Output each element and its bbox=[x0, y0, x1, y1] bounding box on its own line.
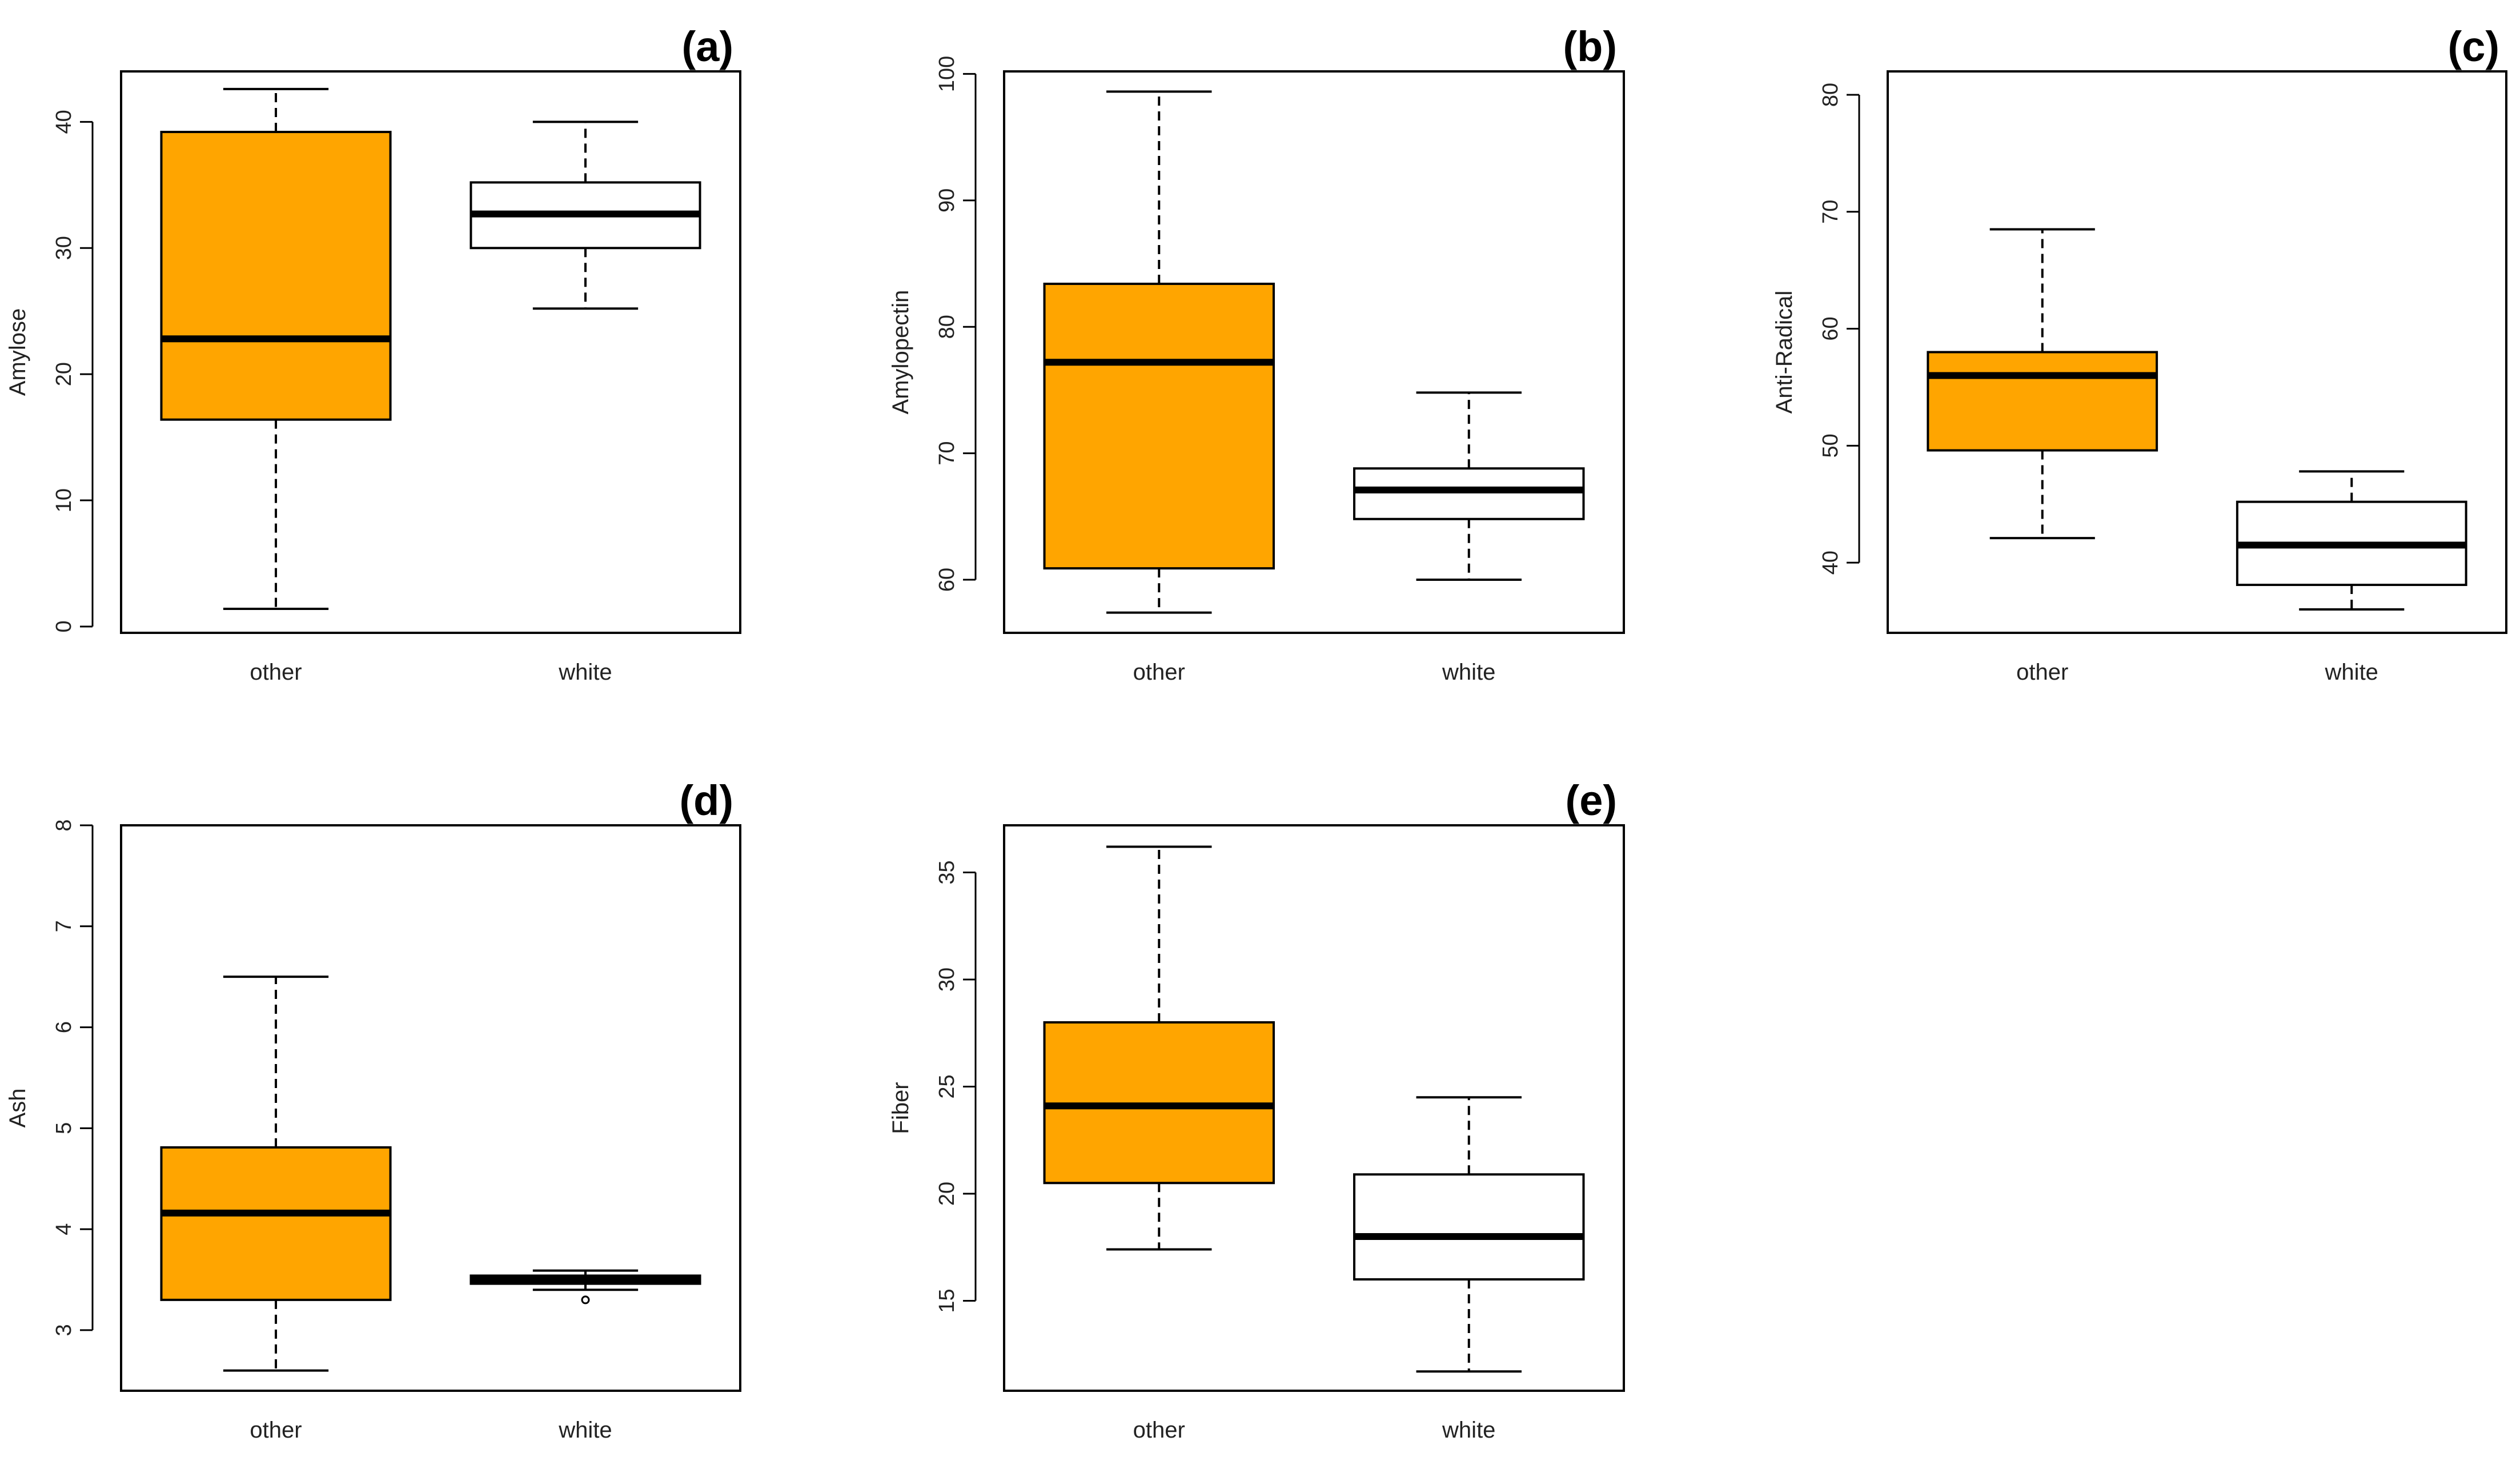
y-tick-label: 60 bbox=[935, 568, 959, 592]
iqr-box bbox=[1353, 1173, 1585, 1281]
y-tick-label: 90 bbox=[935, 188, 959, 212]
y-tick-label: 70 bbox=[935, 441, 959, 465]
plot-frame bbox=[120, 70, 741, 634]
category-label-other: other bbox=[2016, 660, 2068, 685]
y-tick-label: 30 bbox=[935, 968, 959, 992]
y-tick-label: 30 bbox=[52, 236, 76, 260]
box-white bbox=[470, 1269, 701, 1305]
category-label-other: other bbox=[1133, 1418, 1185, 1443]
panel-label: (e) bbox=[1566, 777, 1617, 824]
y-tick-label: 20 bbox=[52, 362, 76, 386]
y-tick-label: 40 bbox=[1819, 551, 1843, 575]
y-tick-label: 10 bbox=[52, 488, 76, 512]
plot-frame bbox=[1003, 70, 1625, 634]
panel-label: (d) bbox=[680, 777, 734, 824]
panel-3: (d) 3 4 5 6 7 8 Ash other white bbox=[5, 777, 741, 1443]
box-white bbox=[2236, 470, 2467, 611]
y-axis-title: Ash bbox=[5, 1089, 30, 1128]
y-tick-label: 5 bbox=[52, 1122, 76, 1134]
category-label-white: white bbox=[1442, 660, 1495, 685]
y-axis-title: Anti-Radical bbox=[1772, 291, 1797, 414]
panel-label: (c) bbox=[2448, 23, 2499, 70]
iqr-box bbox=[160, 131, 392, 421]
y-tick-label: 35 bbox=[935, 860, 959, 884]
category-label-white: white bbox=[558, 1418, 612, 1443]
y-tick-label: 4 bbox=[52, 1223, 76, 1235]
category-label-other: other bbox=[1133, 660, 1185, 685]
y-tick-label: 100 bbox=[935, 56, 959, 92]
panel-2: (c) 40 50 60 70 80 Anti-Radical other white bbox=[1772, 23, 2507, 685]
y-tick-label: 8 bbox=[52, 819, 76, 831]
category-label-white: white bbox=[1442, 1418, 1495, 1443]
outlier-point bbox=[581, 1295, 590, 1305]
box-white bbox=[470, 121, 701, 310]
y-tick-label: 15 bbox=[935, 1289, 959, 1312]
plot-frame bbox=[1887, 70, 2507, 634]
panel-label: (b) bbox=[1563, 23, 1618, 70]
category-label-white: white bbox=[2325, 660, 2378, 685]
y-tick-label: 50 bbox=[1819, 434, 1843, 457]
y-tick-label: 40 bbox=[52, 110, 76, 134]
y-axis-title: Amylopectin bbox=[888, 290, 913, 415]
category-label-other: other bbox=[250, 660, 302, 685]
panel-4: (e) 15 20 25 30 35 Fiber other white bbox=[888, 777, 1625, 1443]
plot-frame bbox=[120, 824, 741, 1392]
y-tick-label: 80 bbox=[1819, 83, 1843, 107]
iqr-box bbox=[1927, 351, 2158, 452]
box-other bbox=[1043, 90, 1275, 614]
y-tick-label: 70 bbox=[1819, 200, 1843, 224]
panel-label: (a) bbox=[682, 23, 733, 70]
y-tick-label: 25 bbox=[935, 1074, 959, 1098]
y-tick-label: 3 bbox=[52, 1324, 76, 1336]
y-tick-label: 6 bbox=[52, 1021, 76, 1033]
y-tick-label: 7 bbox=[52, 920, 76, 932]
box-other bbox=[160, 87, 392, 611]
plot-frame bbox=[1003, 824, 1625, 1392]
y-tick-label: 0 bbox=[52, 620, 76, 632]
y-tick-label: 80 bbox=[935, 315, 959, 339]
category-label-white: white bbox=[558, 660, 612, 685]
box-other bbox=[1043, 845, 1275, 1251]
box-white bbox=[1353, 1096, 1585, 1373]
box-other bbox=[1927, 228, 2158, 540]
iqr-box bbox=[1353, 467, 1585, 520]
box-other bbox=[160, 976, 392, 1372]
panel-0: (a) 0 10 20 30 40 Amylose other white bbox=[5, 23, 741, 685]
y-tick-label: 20 bbox=[935, 1182, 959, 1206]
box-white bbox=[1353, 391, 1585, 581]
category-label-other: other bbox=[250, 1418, 302, 1443]
y-axis-title: Amylose bbox=[5, 308, 30, 396]
y-tick-label: 60 bbox=[1819, 316, 1843, 340]
iqr-box bbox=[1043, 282, 1275, 570]
iqr-box bbox=[160, 1146, 392, 1301]
panel-1: (b) 60 70 80 90 100 Amylopectin other white bbox=[888, 23, 1625, 685]
y-axis-title: Fiber bbox=[888, 1082, 913, 1134]
